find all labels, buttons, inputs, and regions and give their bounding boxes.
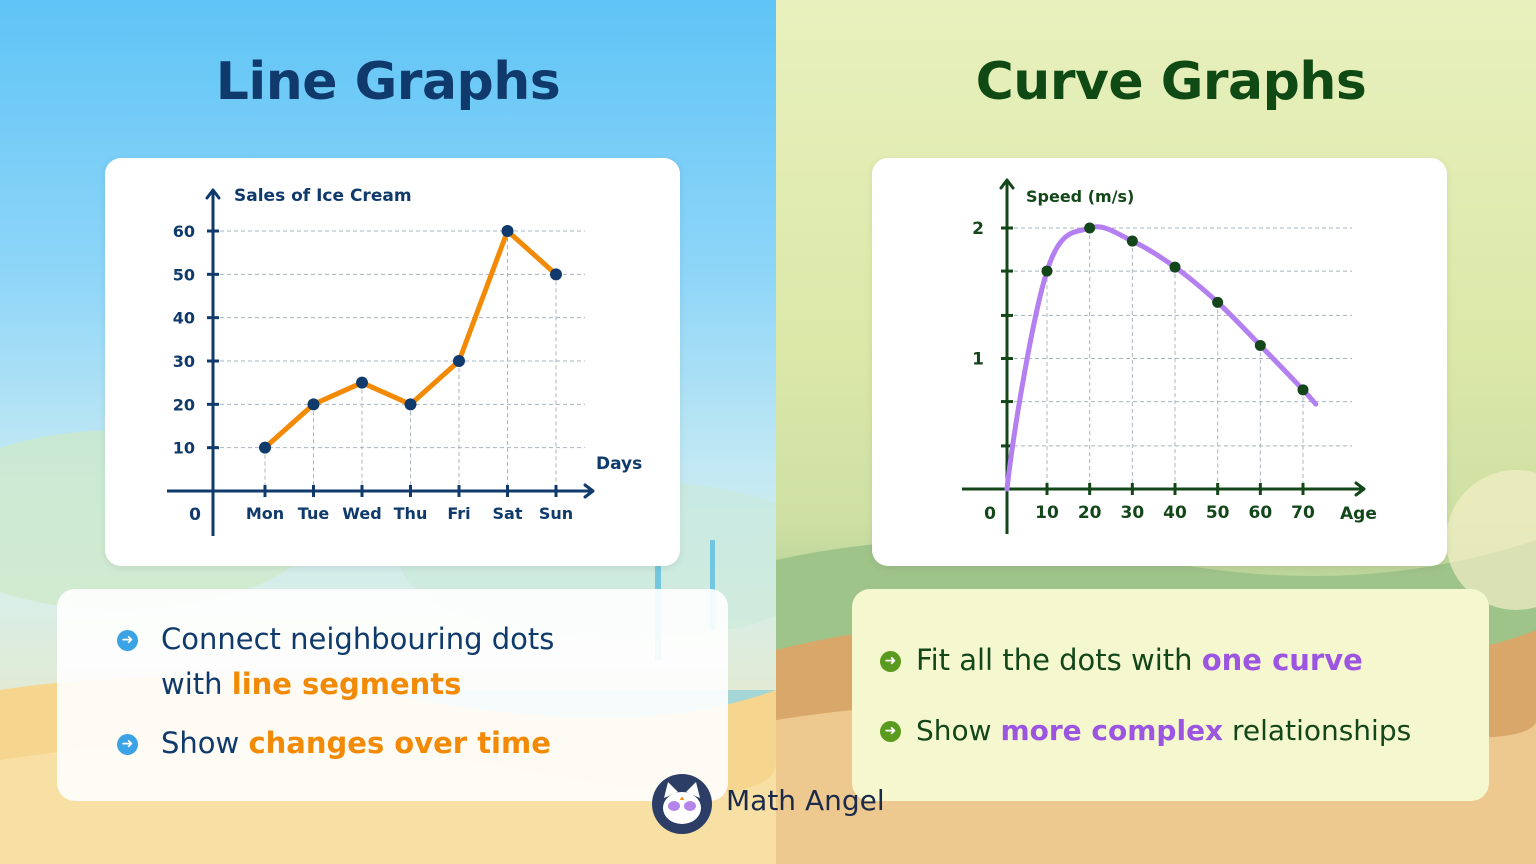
data-point xyxy=(1169,261,1181,273)
curve-bullet-2: Show more complex relationships xyxy=(916,714,1412,747)
x-axis-arrow xyxy=(583,483,595,499)
x-tick-label: Tue xyxy=(298,504,330,523)
curve-bullet-1: Fit all the dots with one curve xyxy=(916,643,1363,677)
data-point xyxy=(1212,296,1224,308)
y-tick-label: 20 xyxy=(173,395,195,414)
x-tick-label: Sat xyxy=(493,504,523,523)
x-tick-label: 40 xyxy=(1163,503,1187,523)
curve-graph-info-box: ➜ Fit all the dots with one curve ➜ Show… xyxy=(852,589,1489,801)
curve-graphs-title: Curve Graphs xyxy=(975,52,1367,112)
x-tick-label: Sun xyxy=(539,504,573,523)
y-axis-label: Sales of Ice Cream xyxy=(234,186,412,206)
x-tick-label: 10 xyxy=(1035,503,1059,523)
arrow-right-icon: ➜ xyxy=(117,734,138,755)
brand-name: Math Angel xyxy=(726,784,885,817)
data-point xyxy=(307,398,320,411)
y-tick-label: 40 xyxy=(173,309,195,328)
x-tick-label: 50 xyxy=(1206,503,1230,523)
x-axis-label: Age xyxy=(1340,504,1377,524)
data-point xyxy=(1041,265,1053,277)
y-axis-label: Speed (m/s) xyxy=(1026,187,1134,206)
y-tick-label: 60 xyxy=(173,222,195,241)
line-graph-info-box: ➜ Connect neighbouring dots with line se… xyxy=(57,589,728,801)
y-tick-label: 2 xyxy=(972,219,984,239)
y-axis-arrow xyxy=(205,188,221,200)
line-bullet-1: Connect neighbouring dots with line segm… xyxy=(161,622,555,701)
series-curve xyxy=(1004,224,1319,492)
left-panel: Line Graphs 10 20 30 40 50 60 Mon Tue Wed Thu Fri S… xyxy=(0,0,776,864)
data-point xyxy=(404,398,417,411)
data-point xyxy=(1126,235,1138,247)
x-tick-label: Fri xyxy=(447,504,470,523)
origin-label: 0 xyxy=(189,505,201,525)
x-axis-label: Days xyxy=(596,454,642,474)
data-point xyxy=(1297,384,1309,396)
origin-label: 0 xyxy=(984,504,996,524)
y-tick-label: 1 xyxy=(972,350,984,370)
data-point xyxy=(259,441,271,454)
curve-graph-card: 1 2 10 20 30 40 50 60 70 0 Speed (m/s) Age xyxy=(872,158,1447,566)
brand-logo: Math Angel xyxy=(650,772,910,836)
curve-chart: 1 2 10 20 30 40 50 60 70 0 Speed (m/s) Age xyxy=(962,178,1377,534)
data-point xyxy=(501,225,514,237)
data-point xyxy=(550,268,562,281)
x-tick-label: 60 xyxy=(1248,503,1272,523)
line-graph-card: 10 20 30 40 50 60 Mon Tue Wed Thu Fri Sat Sun 0 Sales … xyxy=(105,158,680,566)
data-point xyxy=(1084,222,1096,234)
y-tick-label: 30 xyxy=(173,352,195,371)
cat-mascot-icon xyxy=(652,774,712,834)
data-point xyxy=(356,376,368,389)
x-tick-label: 70 xyxy=(1291,503,1315,523)
line-chart: 10 20 30 40 50 60 Mon Tue Wed Thu Fri Sat Sun 0 Sales … xyxy=(167,186,642,536)
y-tick-label: 10 xyxy=(173,439,195,458)
x-tick-label: 30 xyxy=(1120,503,1144,523)
arrow-right-icon: ➜ xyxy=(880,651,901,672)
y-tick-label: 50 xyxy=(173,265,195,284)
x-tick-label: Thu xyxy=(394,504,428,523)
line-graphs-title: Line Graphs xyxy=(215,52,561,112)
x-axis-arrow xyxy=(1354,481,1366,497)
arrow-right-icon: ➜ xyxy=(117,630,138,651)
line-bullet-2: Show changes over time xyxy=(161,726,551,760)
data-point xyxy=(1254,339,1266,351)
x-tick-label: 20 xyxy=(1078,503,1102,523)
x-tick-label: Mon xyxy=(246,504,284,523)
x-tick-label: Wed xyxy=(342,504,381,523)
y-axis-arrow xyxy=(999,178,1015,190)
right-panel: Curve Graphs 1 2 10 20 30 40 50 60 70 0 Speed (m/s… xyxy=(776,0,1536,864)
data-point xyxy=(453,355,465,367)
arrow-right-icon: ➜ xyxy=(880,721,901,742)
